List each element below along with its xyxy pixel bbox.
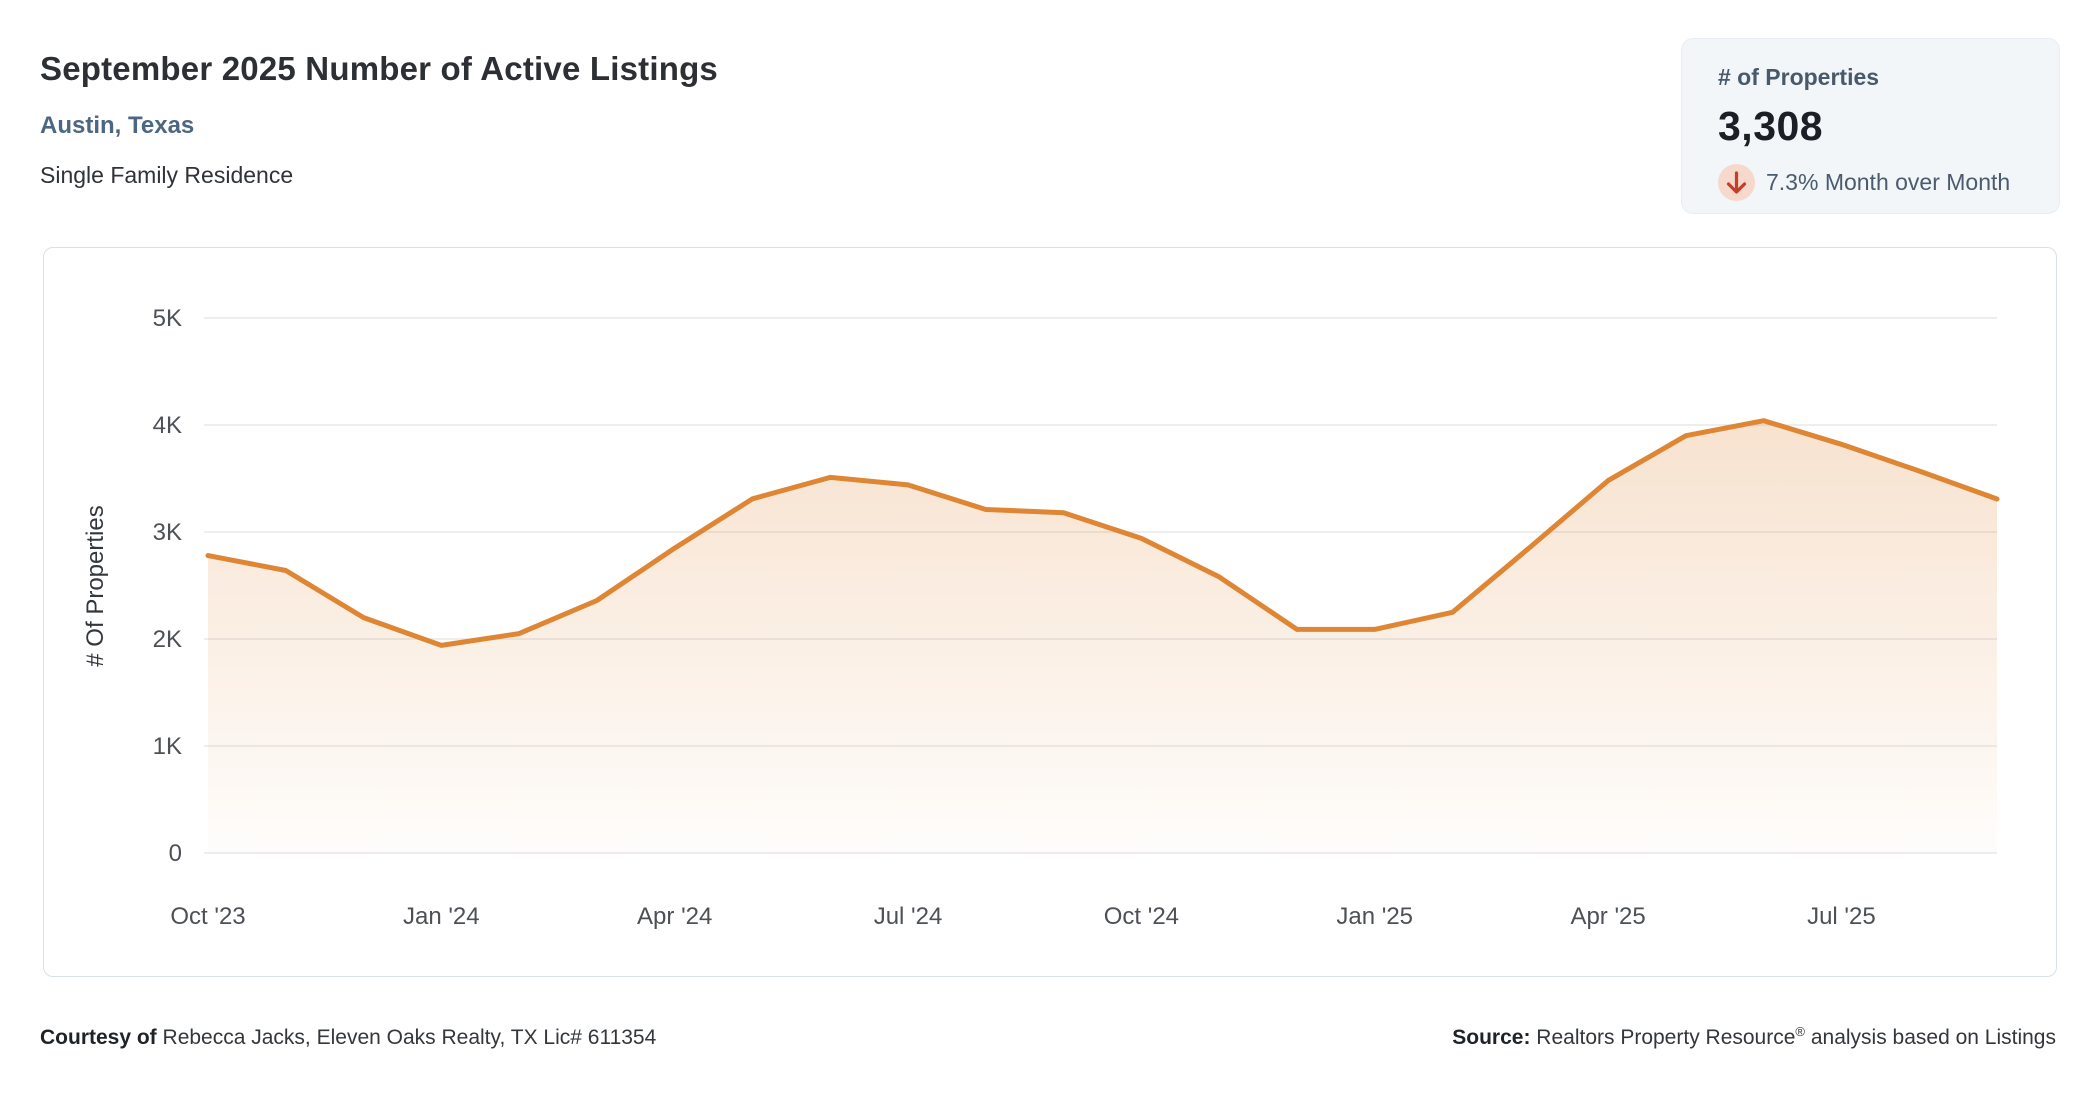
footer: Courtesy of Rebecca Jacks, Eleven Oaks R…: [40, 1024, 2056, 1050]
y-tick-label: 5K: [153, 305, 182, 332]
trend-line: [205, 418, 2000, 648]
x-tick-label: Oct '23: [170, 903, 245, 930]
source-label: Source:: [1452, 1026, 1531, 1049]
chart-canvas: 0 1K 2K 3K 4K 5K Oct '23 Jan '24 Apr '24 Jul '24 O…: [153, 305, 2000, 930]
properties-stat-card: # of Properties 3,308 7.3% Month over Mo…: [1681, 38, 2060, 214]
source-note: Source: Realtors Property Resource® anal…: [1452, 1024, 2056, 1050]
x-tick-label: Jan '24: [403, 903, 480, 930]
down-arrow-icon: [1718, 164, 1755, 201]
y-tick-label: 4K: [153, 412, 182, 439]
x-tick-label: Jul '25: [1807, 903, 1876, 930]
stat-change-text: 7.3% Month over Month: [1766, 169, 2011, 195]
x-tick-label: Oct '24: [1104, 903, 1179, 930]
page-title: September 2025 Number of Active Listings: [40, 50, 718, 87]
chart-card: # Of Properties 0 1K 2K 3K 4K 5K Oct '23 Jan '2…: [43, 247, 2057, 977]
y-tick-label: 3K: [153, 519, 182, 546]
y-tick-label: 0: [169, 840, 182, 867]
month-over-month-row: 7.3% Month over Month: [1718, 164, 2023, 201]
x-tick-label: Jan '25: [1336, 903, 1413, 930]
stat-card-label: # of Properties: [1718, 64, 1880, 90]
x-tick-label: Jul '24: [874, 903, 943, 930]
location-subtitle: Austin, Texas: [40, 112, 195, 139]
report-header: September 2025 Number of Active Listings…: [40, 50, 718, 189]
courtesy-text: Rebecca Jacks, Eleven Oaks Realty, TX Li…: [162, 1026, 657, 1049]
registered-trademark-icon: ®: [1795, 1024, 1805, 1039]
x-tick-label: Apr '25: [1570, 903, 1645, 930]
area-fill: [208, 420, 1997, 853]
courtesy-label: Courtesy of: [40, 1026, 157, 1049]
source-name: Realtors Property Resource: [1536, 1026, 1796, 1049]
courtesy-note: Courtesy of Rebecca Jacks, Eleven Oaks R…: [40, 1026, 656, 1050]
y-tick-label: 2K: [153, 626, 182, 653]
property-type-subtitle: Single Family Residence: [40, 162, 294, 188]
x-tick-label: Apr '24: [637, 903, 712, 930]
stat-card-value: 3,308: [1718, 103, 1824, 149]
source-rest: analysis based on Listings: [1805, 1026, 2056, 1049]
y-tick-label: 1K: [153, 733, 182, 760]
